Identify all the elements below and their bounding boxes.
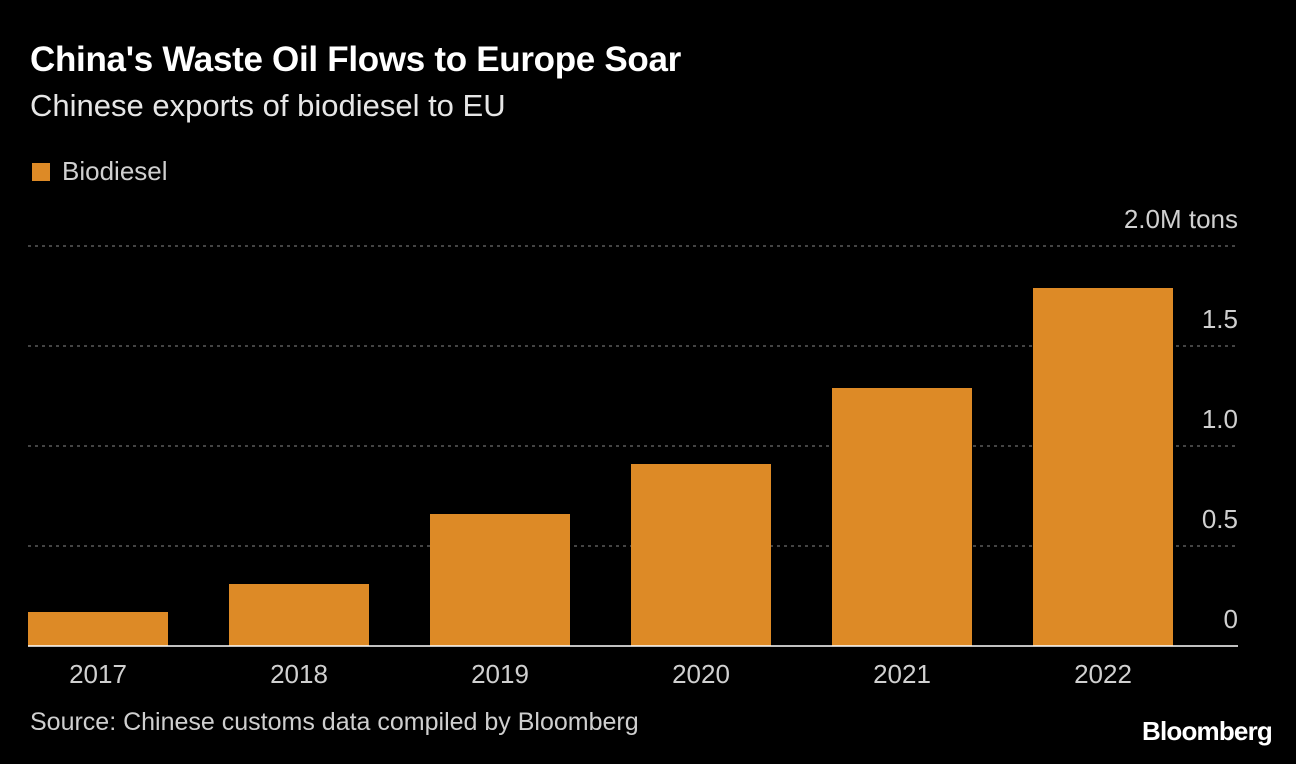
- chart-title: China's Waste Oil Flows to Europe Soar: [30, 40, 682, 79]
- legend-swatch: [32, 162, 50, 181]
- bar-layer: [28, 288, 1173, 646]
- bar: [631, 464, 771, 646]
- x-tick-label: 2020: [672, 659, 730, 689]
- bar: [28, 612, 168, 646]
- y-tick-label: 0: [1224, 604, 1238, 634]
- legend-label: Biodiesel: [62, 156, 168, 186]
- y-tick-label: 2.0M tons: [1124, 204, 1238, 234]
- axis-layer: 0 0.5 1.0 1.5 2.0M tons 2017 2018 2019 2020 2021 2…: [28, 204, 1238, 689]
- y-tick-label: 1.5: [1202, 304, 1238, 334]
- y-tick-label: 0.5: [1202, 504, 1238, 534]
- x-tick-label: 2021: [873, 659, 931, 689]
- bar: [832, 388, 972, 646]
- bar: [430, 514, 570, 646]
- y-tick-label: 1.0: [1202, 404, 1238, 434]
- x-tick-label: 2019: [471, 659, 529, 689]
- source-note: Source: Chinese customs data compiled by…: [30, 708, 639, 736]
- x-tick-label: 2018: [270, 659, 328, 689]
- brand-logo: Bloomberg: [1141, 716, 1273, 746]
- x-tick-label: 2022: [1074, 659, 1132, 689]
- bar: [1033, 288, 1173, 646]
- chart-subtitle: Chinese exports of biodiesel to EU: [30, 88, 506, 123]
- bar: [229, 584, 369, 646]
- x-tick-label: 2017: [69, 659, 127, 689]
- chart-legend: Biodiesel: [32, 156, 168, 187]
